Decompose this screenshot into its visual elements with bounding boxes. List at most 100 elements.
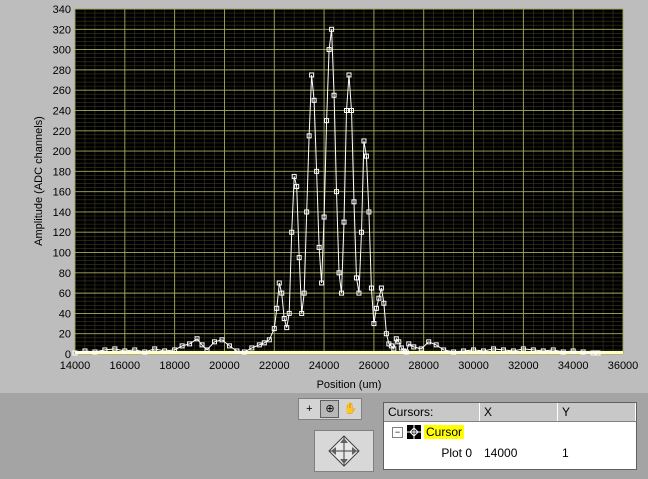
- data-point: [381, 300, 387, 306]
- data-point: [520, 346, 526, 352]
- waveform-graph[interactable]: 14000 16000 18000 20000 22000 24000 26000 28000…: [0, 0, 648, 393]
- cursor-mover-control[interactable]: [314, 430, 374, 472]
- y-tick-label: 340: [53, 4, 71, 16]
- x-tick-label: 16000: [110, 360, 141, 372]
- data-point: [279, 290, 285, 296]
- data-point: [112, 346, 118, 352]
- y-tick-label: 140: [53, 207, 71, 219]
- data-point: [590, 350, 596, 356]
- data-point: [291, 173, 297, 179]
- data-point: [344, 107, 350, 113]
- y-tick-label: 40: [59, 308, 71, 320]
- data-point: [411, 344, 417, 350]
- data-point: [348, 107, 354, 113]
- data-point: [294, 184, 300, 190]
- collapse-icon[interactable]: −: [392, 426, 403, 438]
- y-tick-label: 320: [53, 24, 71, 36]
- cursor-name[interactable]: Cursor: [424, 425, 465, 439]
- data-point: [82, 348, 88, 354]
- y-tick-label: 300: [53, 45, 71, 57]
- data-point: [331, 92, 337, 98]
- crosshair-icon[interactable]: +: [306, 402, 313, 415]
- diamond-arrows-icon[interactable]: [315, 431, 373, 471]
- data-point: [373, 305, 379, 311]
- data-point: [403, 349, 409, 355]
- data-point: [102, 347, 108, 353]
- y-tick-label: 280: [53, 65, 71, 77]
- plot-row[interactable]: Plot 0 14000 1: [384, 442, 636, 464]
- data-point: [368, 285, 374, 291]
- data-point: [500, 347, 506, 353]
- plot-name-cell: Plot 0: [384, 446, 480, 460]
- x-tick-label: 24000: [309, 360, 340, 372]
- data-point: [172, 347, 178, 353]
- data-point: [299, 310, 305, 316]
- data-point: [361, 138, 367, 144]
- data-point: [286, 310, 292, 316]
- cursor-y-value[interactable]: 1: [562, 446, 569, 460]
- data-point: [162, 348, 168, 354]
- data-point: [334, 189, 340, 195]
- x-tick-label: 30000: [458, 360, 489, 372]
- data-point: [92, 349, 98, 355]
- data-point: [353, 275, 359, 281]
- data-point: [378, 285, 384, 291]
- data-point: [234, 348, 240, 354]
- zoom-icon[interactable]: ⊕: [320, 400, 340, 418]
- cursor-x-value[interactable]: 14000: [484, 446, 518, 460]
- data-point: [226, 343, 232, 349]
- data-point: [304, 209, 310, 215]
- data-point: [490, 346, 496, 352]
- y-tick-label: 60: [59, 288, 71, 300]
- baseline-trace: [75, 350, 623, 354]
- data-point: [451, 349, 457, 355]
- data-point: [314, 168, 320, 174]
- data-point: [441, 347, 447, 353]
- data-point: [187, 341, 193, 347]
- data-point: [530, 347, 536, 353]
- y-tick-label: 80: [59, 268, 71, 280]
- data-point: [289, 229, 295, 235]
- data-point: [433, 342, 439, 348]
- x-tick-label: 36000: [608, 360, 639, 372]
- data-point: [211, 339, 217, 345]
- y-tick-label: 120: [53, 227, 71, 239]
- data-point: [274, 305, 280, 311]
- data-point: [540, 348, 546, 354]
- data-point: [580, 349, 586, 355]
- cursors-column-header: Cursors:: [384, 403, 480, 421]
- data-point: [72, 350, 78, 356]
- grid-lines: [74, 8, 624, 355]
- data-point: [316, 244, 322, 250]
- cursor-legend[interactable]: Cursors: X Y − Cursor Plot 0 14000 1: [383, 402, 637, 470]
- data-point: [306, 133, 312, 139]
- data-point: [309, 72, 315, 78]
- data-point: [261, 340, 267, 346]
- data-point: [550, 347, 556, 353]
- data-point: [371, 321, 377, 327]
- data-point: [266, 337, 272, 343]
- y-tick-label: 220: [53, 126, 71, 138]
- data-point: [396, 339, 402, 345]
- data-point: [336, 270, 342, 276]
- data-point: [570, 348, 576, 354]
- x-tick-label: 34000: [558, 360, 589, 372]
- data-point: [284, 325, 290, 331]
- x-tick-label: 22000: [259, 360, 290, 372]
- x-tick-label: 18000: [159, 360, 190, 372]
- data-point: [346, 72, 352, 78]
- hand-icon[interactable]: ✋: [343, 402, 358, 415]
- cursor-row[interactable]: − Cursor: [384, 422, 636, 442]
- y-tick-label: 160: [53, 187, 71, 199]
- data-point: [199, 342, 205, 348]
- y-tick-label: 200: [53, 146, 71, 158]
- data-point: [271, 326, 277, 332]
- data-point: [321, 214, 327, 220]
- y-tick-label: 0: [65, 349, 71, 361]
- data-point: [595, 350, 601, 356]
- data-point: [281, 315, 287, 321]
- data-point: [142, 349, 148, 355]
- plot-area[interactable]: [75, 9, 623, 354]
- data-point: [241, 349, 247, 355]
- data-point: [351, 199, 357, 205]
